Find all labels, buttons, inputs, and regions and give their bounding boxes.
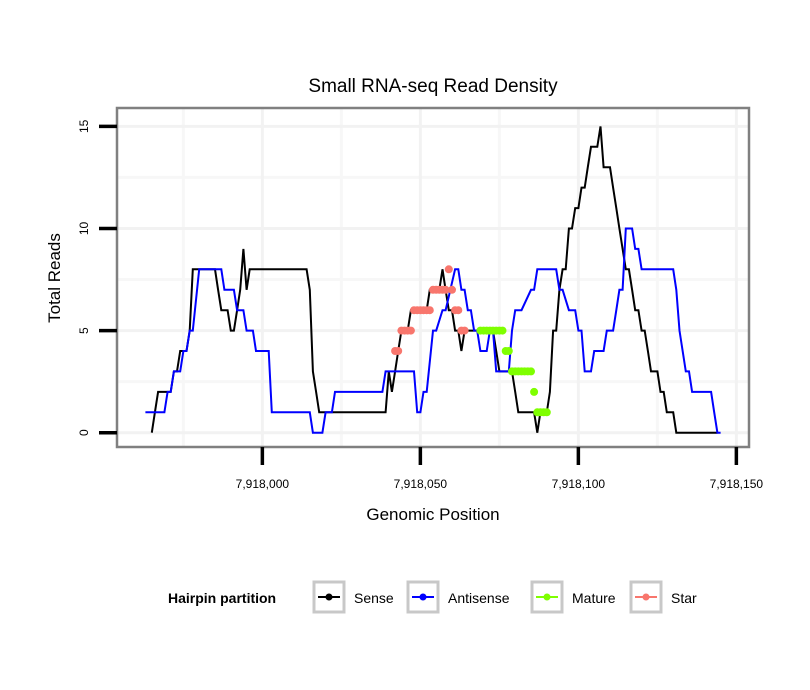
data-point-mature (542, 408, 551, 417)
chart-title: Small RNA-seq Read Density (308, 76, 558, 97)
legend-label-antisense: Antisense (448, 590, 510, 606)
data-point-star (454, 306, 463, 315)
legend-label-star: Star (671, 590, 697, 606)
plot-border (115, 106, 751, 449)
series-line-antisense (145, 227, 721, 434)
x-axis-title: Genomic Position (366, 505, 499, 524)
data-point-star (394, 347, 403, 355)
legend-key-point (543, 593, 551, 601)
y-tick-label: 15 (77, 119, 91, 133)
y-tick-label: 0 (77, 429, 91, 436)
y-axis: 0 5 10 15 (77, 119, 117, 436)
data-point-mature (498, 326, 507, 335)
legend-label-sense: Sense (354, 590, 394, 606)
x-tick-label: 7,918,100 (552, 477, 606, 491)
legend-key-point (325, 593, 333, 601)
series-layer (145, 126, 721, 434)
y-tick-label: 10 (77, 221, 91, 235)
data-point-star (448, 285, 456, 294)
data-point-mature (504, 347, 513, 355)
legend-item-sense: Sense (312, 580, 394, 614)
legend-label-mature: Mature (572, 590, 616, 606)
legend-key-point (419, 593, 427, 601)
x-tick-label: 7,918,000 (236, 477, 290, 491)
x-tick-label: 7,918,150 (710, 477, 764, 491)
data-point-mature (530, 387, 539, 396)
legend-key-point (642, 593, 650, 601)
legend-item-mature: Mature (530, 580, 616, 614)
legend: Hairpin partition Sense Antisense Mature St… (168, 580, 697, 614)
plot-panel (115, 106, 751, 449)
y-axis-title: Total Reads (45, 233, 64, 323)
y-tick-label: 5 (77, 327, 91, 334)
data-point-star (425, 306, 434, 315)
data-point-star (441, 285, 450, 294)
data-point-star (406, 326, 415, 335)
legend-item-antisense: Antisense (406, 580, 510, 614)
x-axis: 7,918,000 7,918,050 7,918,100 7,918,150 (236, 447, 764, 491)
x-tick-label: 7,918,050 (394, 477, 448, 491)
legend-item-star: Star (629, 580, 697, 614)
data-point-star (444, 265, 453, 274)
data-point-star (460, 326, 469, 335)
data-point-mature (527, 367, 535, 376)
plot-background (117, 108, 749, 447)
legend-title: Hairpin partition (168, 590, 276, 606)
